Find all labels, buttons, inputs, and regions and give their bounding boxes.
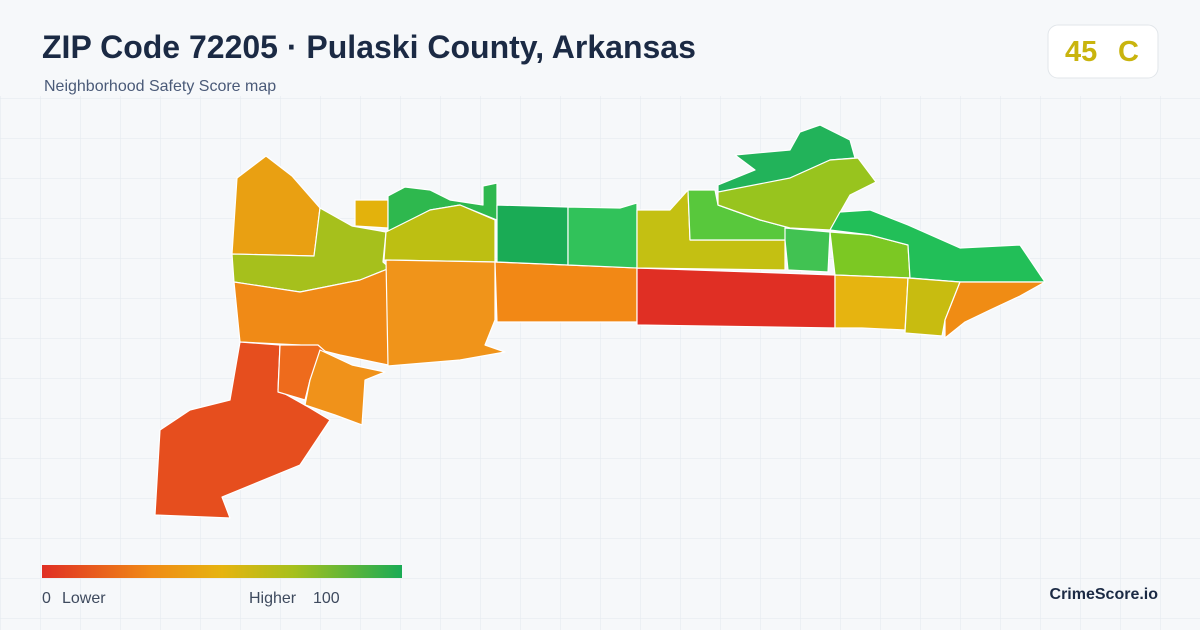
legend: 0 Lower Higher 100 [42,565,402,607]
grade: C [1118,36,1139,68]
zone [717,157,877,231]
zone [496,204,569,266]
zone [944,281,1046,339]
legend-min: 0 [42,590,51,607]
zone [385,259,506,367]
zone [354,199,389,229]
legend-min-label: Lower [62,590,106,607]
zone [904,277,961,337]
zip-map [154,124,1046,519]
legend-scale [42,565,402,578]
score-badge: 45 C [1047,24,1159,79]
zone [567,202,638,269]
grid [0,96,1200,630]
brand: CrimeScore.io [1050,586,1159,603]
score: 45 [1065,36,1097,68]
zone [636,267,836,329]
zone [494,261,638,323]
subtitle: Neighborhood Safety Score map [44,78,276,95]
title: ZIP Code 72205 · Pulaski County, Arkansa… [42,29,696,65]
zone [834,274,909,331]
zone [784,227,831,273]
zone [383,204,496,263]
legend-max: 100 [313,590,340,607]
badge-box [1047,24,1159,79]
zone [304,349,386,426]
legend-max-label: Higher [249,590,297,607]
zone [829,209,1046,283]
